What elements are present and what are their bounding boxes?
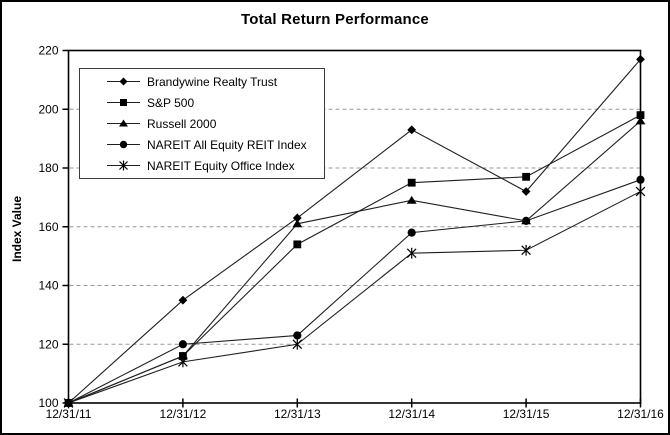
star-marker-icon (107, 160, 140, 171)
triangle-marker-icon (107, 119, 140, 127)
diamond-marker-icon (521, 187, 531, 196)
x-tick-label: 12/31/15 (503, 407, 550, 421)
circle-marker-icon (636, 175, 645, 184)
legend-item-nareit-all-equity-reit-index: NAREIT All Equity REIT Index (107, 138, 324, 152)
legend-label: Brandywine Realty Trust (147, 74, 278, 89)
y-tick-label: 200 (38, 102, 58, 116)
circle-marker-icon (107, 140, 140, 149)
square-marker-icon (522, 172, 530, 181)
series-line (68, 191, 641, 404)
star-marker-icon (292, 338, 303, 350)
circle-marker-icon (119, 140, 128, 149)
square-marker-icon (179, 352, 187, 360)
x-tick-label: 12/31/14 (388, 407, 435, 421)
legend-label: Russell 2000 (147, 116, 217, 131)
x-tick-label: 12/31/16 (617, 407, 664, 421)
legend-label: NAREIT Equity Office Index (147, 158, 295, 173)
triangle-marker-icon (292, 219, 303, 228)
diamond-marker-icon (107, 77, 140, 86)
star-marker-icon (635, 186, 646, 197)
legend-item-brandywine-realty-trust: Brandywine Realty Trust (107, 75, 324, 89)
series-nareit-all-equity-reit-index (64, 175, 645, 408)
square-marker-icon (120, 99, 127, 106)
y-tick-label: 120 (38, 337, 58, 351)
star-marker-icon (406, 247, 417, 259)
x-axis: 12/31/11 12/31/12 12/31/13 12/31/14 12/31/15… (46, 398, 664, 421)
y-tick-label: 180 (38, 161, 58, 175)
diamond-marker-icon (292, 213, 302, 223)
legend-item-russell-2000: Russell 2000 (107, 117, 324, 131)
series-line (68, 114, 641, 404)
legend-item-s-p-500: S&P 500 (107, 96, 324, 110)
circle-marker-icon (407, 228, 416, 237)
circle-marker-icon (293, 331, 302, 340)
diamond-marker-icon (64, 398, 73, 408)
series-brandywine-realty-trust (64, 54, 645, 408)
legend-label: S&P 500 (147, 95, 195, 110)
x-tick-label: 12/31/12 (160, 407, 207, 421)
legend: Brandywine Realty Trust S&P 500 Russell 20… (79, 68, 325, 179)
circle-marker-icon (178, 340, 187, 349)
square-marker-icon (407, 178, 416, 187)
diamond-marker-icon (119, 77, 128, 86)
series-nareit-equity-office-index (63, 186, 646, 409)
square-marker-icon (636, 111, 645, 120)
legend-label: NAREIT All Equity REIT Index (147, 137, 307, 152)
diamond-marker-icon (636, 54, 645, 64)
star-marker-icon (119, 160, 128, 171)
triangle-marker-icon (521, 216, 531, 225)
star-stroke (635, 186, 646, 197)
star-stroke (406, 248, 417, 259)
y-tick-label: 220 (38, 44, 58, 58)
star-marker-icon (521, 244, 531, 256)
y-axis: 100 120 140 160 180 200 220 (38, 44, 69, 410)
star-stroke (521, 245, 531, 256)
diamond-marker-icon (178, 295, 188, 305)
y-tick-label: 160 (38, 220, 58, 234)
diamond-marker-icon (407, 125, 417, 135)
y-tick-label: 140 (38, 279, 58, 293)
y-tick-label: 100 (38, 396, 58, 410)
triangle-marker-icon (119, 119, 128, 127)
triangle-marker-icon (406, 195, 417, 204)
square-marker-icon (293, 240, 302, 249)
series-line (68, 179, 641, 404)
series-line (68, 58, 641, 404)
x-tick-label: 12/31/13 (274, 407, 321, 421)
chart-title: Total Return Performance (241, 11, 429, 28)
star-stroke (292, 339, 303, 350)
x-tick-label: 12/31/11 (46, 407, 92, 421)
square-marker-icon (107, 99, 140, 106)
legend-item-nareit-equity-office-index: NAREIT Equity Office Index (107, 159, 324, 173)
triangle-marker-icon (635, 116, 646, 125)
star-stroke (119, 161, 128, 170)
